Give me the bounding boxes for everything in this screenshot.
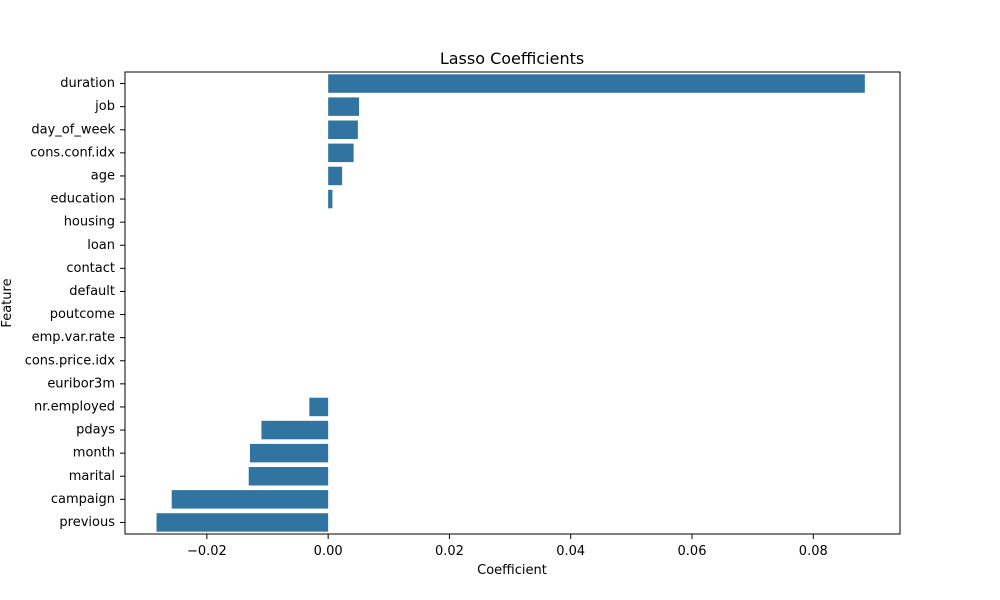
y-tick-label: cons.conf.idx: [30, 145, 115, 160]
y-tick-label: month: [73, 446, 115, 461]
y-tick-label: housing: [64, 215, 115, 230]
x-axis-label: Coefficient: [477, 563, 547, 578]
y-tick-label: contact: [66, 261, 115, 276]
y-tick-label: poutcome: [50, 307, 115, 322]
bar-day-of-week: [328, 120, 358, 139]
y-tick-label: cons.price.idx: [25, 353, 116, 368]
y-tick-label: pdays: [76, 423, 115, 438]
x-tick-label: −0.02: [187, 544, 227, 559]
y-tick-label: day_of_week: [31, 122, 115, 137]
y-tick-label: campaign: [51, 492, 115, 507]
x-tick-label: 0.06: [678, 544, 707, 559]
y-tick-label: previous: [59, 515, 115, 530]
y-tick-label: loan: [87, 238, 115, 253]
bars-group: [156, 74, 865, 532]
bar-pdays: [261, 420, 329, 440]
y-axis-label: Feature: [0, 278, 15, 327]
bar-job: [328, 97, 360, 116]
x-tick-label: 0.02: [435, 544, 464, 559]
bar-marital: [248, 467, 329, 486]
bar-cons-conf-idx: [328, 143, 354, 163]
y-tick-label: default: [69, 284, 115, 299]
y-tick-label: nr.employed: [34, 399, 115, 414]
bar-month: [249, 443, 329, 463]
y-tick-label: euribor3m: [47, 376, 115, 391]
x-tick-label: 0.00: [314, 544, 343, 559]
bar-nr-employed: [309, 397, 329, 417]
bar-campaign: [171, 490, 329, 509]
y-tick-label: duration: [60, 76, 115, 91]
x-axis-ticks: −0.02 0.00 0.02 0.04 0.06 0.08: [187, 534, 828, 559]
y-tick-label: emp.var.rate: [32, 330, 115, 345]
y-tick-label: marital: [69, 469, 115, 484]
y-tick-label: education: [50, 192, 115, 207]
bar-education: [328, 189, 333, 209]
x-tick-label: 0.08: [799, 544, 828, 559]
plot-frame: [124, 71, 901, 535]
bar-duration: [328, 74, 865, 93]
bar-previous: [156, 513, 329, 532]
x-tick-label: 0.04: [556, 544, 585, 559]
bar-age: [328, 166, 343, 186]
chart-title: Lasso Coefficients: [440, 49, 584, 68]
y-tick-label: job: [94, 99, 115, 114]
y-axis-ticks: duration job day_of_week cons.conf.idx age ed…: [25, 76, 125, 530]
y-tick-label: age: [91, 168, 115, 183]
